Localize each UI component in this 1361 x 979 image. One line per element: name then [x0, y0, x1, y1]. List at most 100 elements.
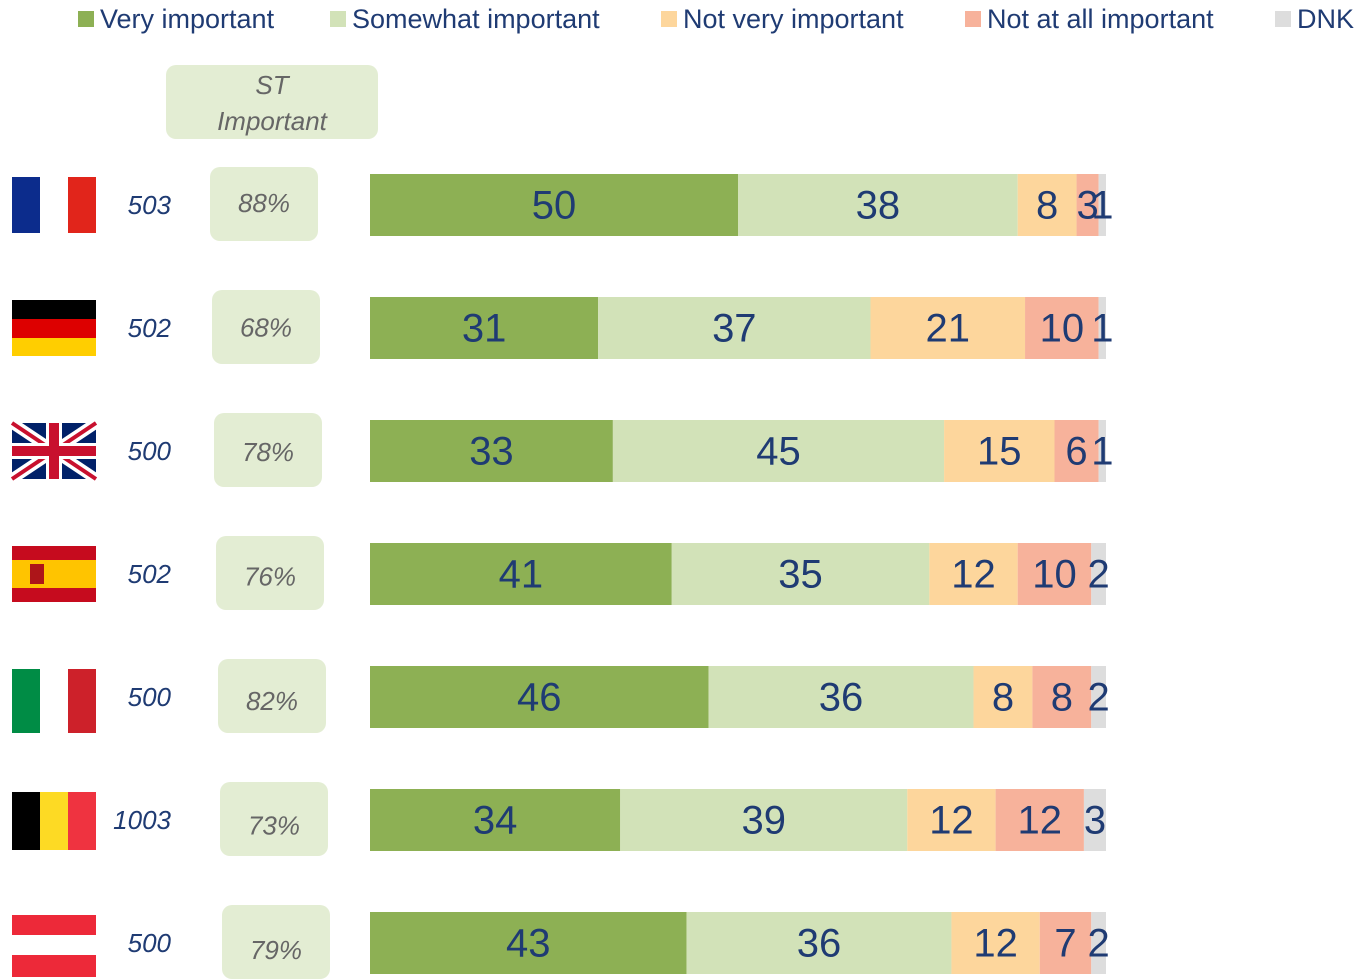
- data-label: 36: [797, 922, 842, 966]
- data-label: 46: [517, 676, 562, 720]
- legend-label: Not at all important: [987, 4, 1214, 34]
- flag-part: [12, 955, 96, 977]
- legend-label: DNK: [1297, 4, 1354, 34]
- bar-segment: [907, 789, 996, 851]
- flag-part: [12, 338, 96, 356]
- st-label: 73%: [248, 810, 300, 840]
- bar-segment: [944, 420, 1055, 482]
- data-label: 1: [1091, 184, 1113, 228]
- flag-part: [49, 423, 59, 479]
- bar-segment: [973, 666, 1033, 728]
- data-label: 12: [1018, 799, 1063, 843]
- bar-segment: [370, 420, 613, 482]
- data-label: 36: [819, 676, 864, 720]
- legend-label: Somewhat important: [352, 4, 600, 34]
- data-label: 10: [1040, 307, 1085, 351]
- data-label: 1: [1091, 430, 1113, 474]
- sample-size: 503: [128, 190, 172, 220]
- flag: [12, 792, 96, 850]
- legend-swatch: [965, 11, 981, 27]
- st-label: 68%: [240, 312, 292, 342]
- data-label: 39: [742, 799, 787, 843]
- legend-label: Not very important: [683, 4, 904, 34]
- flag-part: [12, 792, 40, 850]
- st-box: [222, 905, 330, 979]
- flag: [8, 418, 100, 484]
- data-label: 37: [712, 307, 757, 351]
- bar-segment: [1098, 174, 1106, 236]
- data-label: 35: [778, 553, 823, 597]
- bar-segment: [370, 543, 672, 605]
- data-label: 45: [756, 430, 801, 474]
- data-label: 43: [506, 922, 551, 966]
- data-label: 31: [462, 307, 507, 351]
- st-box: [216, 536, 324, 610]
- data-label: 41: [499, 553, 544, 597]
- bar-segment: [686, 912, 952, 974]
- bar-segment: [671, 543, 930, 605]
- bar-segment: [738, 174, 1018, 236]
- data-label: 15: [977, 430, 1022, 474]
- data-label: 6: [1065, 430, 1087, 474]
- st-box: [218, 659, 326, 733]
- flag: [12, 915, 96, 977]
- sample-size: 500: [128, 928, 172, 958]
- sample-size: 500: [128, 436, 172, 466]
- legend-swatch: [330, 11, 346, 27]
- bar-segment: [1083, 789, 1106, 851]
- st-box: [214, 413, 322, 487]
- data-label: 12: [973, 922, 1018, 966]
- data-label: 1: [1091, 307, 1113, 351]
- data-label: 21: [926, 307, 971, 351]
- flag: [12, 300, 96, 356]
- bar-segment: [1039, 912, 1092, 974]
- legend-swatch: [1275, 11, 1291, 27]
- bar-segment: [870, 297, 1026, 359]
- data-label: 3: [1084, 799, 1106, 843]
- data-label: 33: [469, 430, 514, 474]
- flag-part: [12, 915, 96, 935]
- bar-segment: [612, 420, 945, 482]
- bar-segment: [951, 912, 1040, 974]
- flag-part: [12, 669, 40, 733]
- st-header: ST: [255, 70, 290, 100]
- data-label: 8: [992, 676, 1014, 720]
- bar-segment: [1025, 297, 1099, 359]
- data-label: 3: [1076, 184, 1098, 228]
- data-label: 8: [1036, 184, 1058, 228]
- st-label: 78%: [242, 437, 294, 467]
- bar-segment: [370, 174, 738, 236]
- bar-segment: [598, 297, 871, 359]
- st-label: 88%: [238, 188, 290, 218]
- flag: [12, 177, 96, 233]
- bar-segment: [1017, 543, 1092, 605]
- bar-segment: [708, 666, 974, 728]
- data-label: 2: [1088, 553, 1110, 597]
- bar-segment: [1098, 297, 1106, 359]
- bar-segment: [1032, 666, 1092, 728]
- bar-segment: [620, 789, 908, 851]
- sample-size: 502: [128, 313, 172, 343]
- st-box: [220, 782, 328, 856]
- bar-segment: [1098, 420, 1106, 482]
- st-label: 82%: [246, 686, 298, 716]
- data-label: 34: [473, 799, 518, 843]
- bar-segment: [1054, 420, 1099, 482]
- flag-part: [68, 669, 96, 733]
- data-label: 50: [532, 184, 577, 228]
- bar-segment: [1091, 666, 1106, 728]
- data-label: 38: [856, 184, 901, 228]
- bar-segment: [1076, 174, 1099, 236]
- data-label: 12: [951, 553, 996, 597]
- st-label: 76%: [244, 561, 296, 591]
- bar-segment: [1091, 912, 1106, 974]
- flag-part: [40, 792, 68, 850]
- st-header: Important: [217, 106, 329, 136]
- flag: [12, 669, 96, 733]
- st-box: [210, 167, 318, 241]
- flag-part: [12, 177, 40, 233]
- bar-segment: [370, 297, 599, 359]
- flag-part: [68, 792, 96, 850]
- bar-segment: [370, 666, 709, 728]
